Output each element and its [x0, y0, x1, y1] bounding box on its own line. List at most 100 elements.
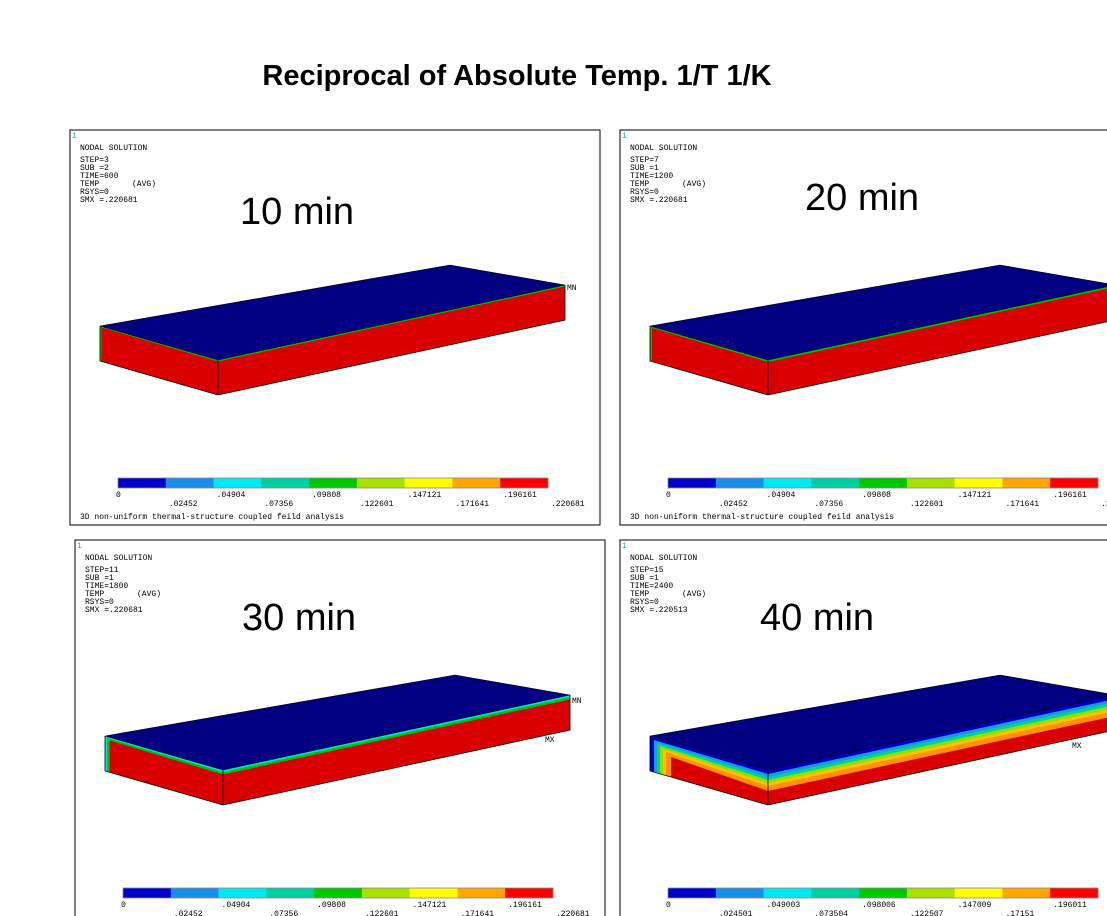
- result-panel: 1NODAL SOLUTIONSTEP=11SUB =1TIME=1800TEM…: [75, 540, 605, 916]
- info-line: SMX =.220681: [630, 196, 688, 205]
- time-label: 10 min: [240, 191, 354, 233]
- legend-swatch: [219, 888, 267, 898]
- page: Reciprocal of Absolute Temp. 1/T 1/K 1NO…: [0, 0, 1107, 916]
- plot-footer: 3D non-uniform thermal-structure coupled…: [80, 513, 344, 522]
- legend-swatch: [955, 478, 1003, 488]
- legend-swatch: [859, 478, 907, 488]
- legend-swatch: [764, 478, 812, 488]
- legend-label: .220681: [551, 500, 585, 509]
- legend-swatch: [357, 478, 405, 488]
- node-marker: MN: [567, 284, 577, 293]
- legend-swatch: [309, 478, 357, 488]
- legend-label: .122601: [365, 910, 399, 916]
- plot-footer: 3D non-uniform thermal-structure coupled…: [630, 513, 894, 522]
- legend-swatch: [266, 888, 314, 898]
- legend-label: .02452: [174, 910, 203, 916]
- info-avg: (AVG): [137, 590, 161, 599]
- legend-swatch: [405, 478, 453, 488]
- legend-label: 0: [121, 901, 126, 910]
- legend-label: 0: [666, 901, 671, 910]
- info-avg: (AVG): [682, 590, 706, 599]
- legend-swatch: [314, 888, 362, 898]
- result-panel: 1NODAL SOLUTIONSTEP=15SUB =1TIME=2400TEM…: [620, 540, 1107, 916]
- legend-label: .073504: [814, 910, 848, 916]
- window-number: 1: [72, 132, 77, 141]
- legend-label: .04904: [222, 901, 251, 910]
- legend-swatch: [764, 888, 812, 898]
- legend-swatch: [362, 888, 410, 898]
- legend-label: .02452: [719, 500, 748, 509]
- legend-label: .02452: [169, 500, 198, 509]
- legend-label: .147121: [408, 491, 442, 500]
- info-line: SMX =.220681: [80, 196, 138, 205]
- legend-swatch: [859, 888, 907, 898]
- legend-label: .196161: [508, 901, 542, 910]
- legend-label: .147121: [413, 901, 447, 910]
- legend-swatch: [1050, 888, 1098, 898]
- node-marker: MX: [1072, 742, 1082, 751]
- legend-swatch: [118, 478, 166, 488]
- legend-label: .024501: [719, 910, 753, 916]
- legend-label: .049003: [767, 901, 801, 910]
- legend-label: .122507: [910, 910, 944, 916]
- legend-label: .171641: [1005, 500, 1039, 509]
- legend-label: .220681: [556, 910, 590, 916]
- legend-label: .171641: [455, 500, 489, 509]
- legend-label: .07356: [264, 500, 293, 509]
- legend-swatch: [123, 888, 171, 898]
- legend-label: .098006: [862, 901, 896, 910]
- info-avg: (AVG): [132, 180, 156, 189]
- legend-swatch: [907, 888, 955, 898]
- legend-swatch: [811, 888, 859, 898]
- plot-header: NODAL SOLUTION: [630, 144, 697, 153]
- time-label: 30 min: [242, 597, 356, 639]
- legend-swatch: [214, 478, 262, 488]
- info-line: SMX =.220513: [630, 606, 688, 615]
- info-line: SMX =.220681: [85, 606, 143, 615]
- window-number: 1: [77, 542, 82, 551]
- legend-swatch: [668, 478, 716, 488]
- legend-label: .171641: [460, 910, 494, 916]
- legend-label: .147121: [958, 491, 992, 500]
- node-marker: MX: [545, 736, 555, 745]
- legend-swatch: [716, 478, 764, 488]
- plot-header: NODAL SOLUTION: [630, 554, 697, 563]
- legend-swatch: [500, 478, 548, 488]
- plot-header: NODAL SOLUTION: [80, 144, 147, 153]
- node-marker: MN: [572, 697, 582, 706]
- legend-swatch: [955, 888, 1003, 898]
- legend-label: .07356: [269, 910, 298, 916]
- legend-swatch: [166, 478, 214, 488]
- legend-label: 0: [666, 491, 671, 500]
- legend-swatch: [716, 888, 764, 898]
- legend-swatch: [811, 478, 859, 488]
- legend-label: .196161: [1053, 491, 1087, 500]
- time-label: 40 min: [760, 597, 874, 639]
- legend-label: .09808: [317, 901, 346, 910]
- legend-swatch: [457, 888, 505, 898]
- legend-swatch: [505, 888, 553, 898]
- legend-swatch: [261, 478, 309, 488]
- page-title: Reciprocal of Absolute Temp. 1/T 1/K: [262, 60, 771, 92]
- legend-swatch: [668, 888, 716, 898]
- legend-label: .17151: [1005, 910, 1034, 916]
- legend-label: 0: [116, 491, 121, 500]
- legend-label: .07356: [814, 500, 843, 509]
- legend-label: .122601: [910, 500, 944, 509]
- legend-label: .04904: [217, 491, 246, 500]
- legend-label: .04904: [767, 491, 796, 500]
- legend-swatch: [1050, 478, 1098, 488]
- legend-swatch: [907, 478, 955, 488]
- legend-swatch: [452, 478, 500, 488]
- legend-label: .122601: [360, 500, 394, 509]
- legend-swatch: [1002, 478, 1050, 488]
- legend-swatch: [410, 888, 458, 898]
- legend-label: .147009: [958, 901, 992, 910]
- plot-header: NODAL SOLUTION: [85, 554, 152, 563]
- legend-label: .220681: [1101, 500, 1107, 509]
- legend-swatch: [1002, 888, 1050, 898]
- legend-label: .09808: [312, 491, 341, 500]
- legend-swatch: [171, 888, 219, 898]
